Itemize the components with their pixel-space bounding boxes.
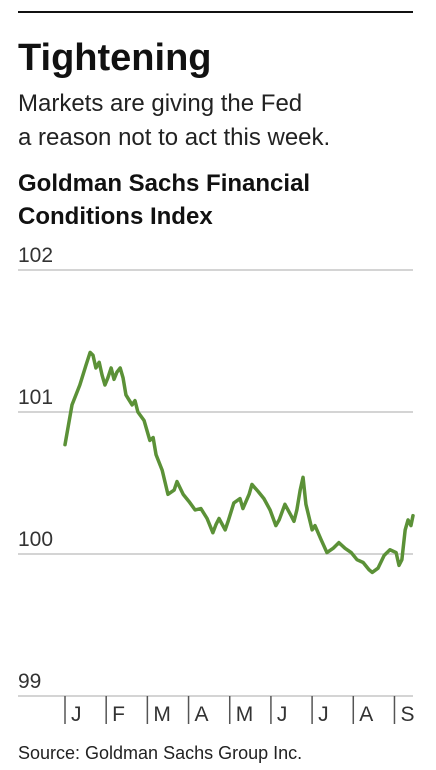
y-tick-label: 99 [18, 670, 41, 693]
chart-title: Tightening [18, 37, 212, 79]
x-tick-label: J [318, 703, 329, 726]
subtitle: Markets are giving the Fed [18, 90, 302, 117]
x-tick-label: M [153, 703, 171, 726]
x-tick-label: A [195, 703, 209, 726]
index-title: Goldman Sachs Financial [18, 170, 310, 197]
subtitle: a reason not to act this week. [18, 124, 330, 151]
x-tick-label: J [71, 703, 82, 726]
data-line [63, 350, 415, 575]
x-tick-label: J [277, 703, 288, 726]
y-tick-label: 100 [18, 528, 53, 551]
y-tick-label: 102 [18, 244, 53, 267]
x-tick-label: A [359, 703, 373, 726]
index-title: Conditions Index [18, 203, 213, 230]
x-tick-label: F [112, 703, 125, 726]
x-tick-label: M [236, 703, 254, 726]
y-tick-label: 101 [18, 386, 53, 409]
source: Source: Goldman Sachs Group Inc. [18, 743, 302, 763]
x-tick-label: S [400, 703, 414, 726]
